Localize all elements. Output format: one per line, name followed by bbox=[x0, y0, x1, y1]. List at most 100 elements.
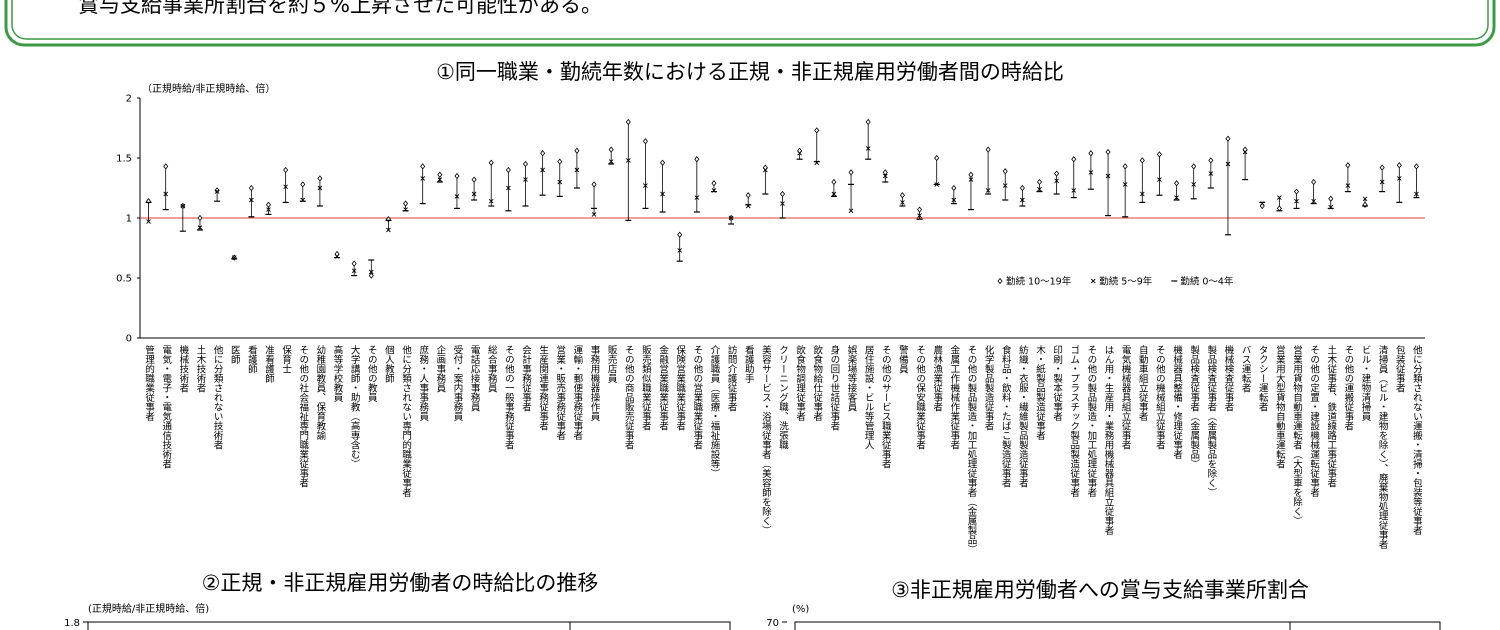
marker-diamond bbox=[1105, 148, 1111, 156]
x-tick-label: その他の社会福祉専門職業従事者 bbox=[297, 345, 309, 488]
x-tick-label: 保険営業職業従事者 bbox=[674, 344, 686, 431]
x-tick-label: はん用・生産用・業務用機械器具組立従事者 bbox=[1103, 345, 1115, 536]
x-tick-label: 美容サービス・浴場従事者（美容師を除く） bbox=[760, 344, 772, 535]
x-tick-label: 農林漁業従事者 bbox=[931, 344, 943, 412]
x-tick-label: その他の運搬従事者 bbox=[1342, 345, 1354, 431]
x-tick-label: 他に分類されない運搬・清掃・包装等従事者 bbox=[1411, 344, 1423, 536]
legend-label: 勤続 5～9年 bbox=[1099, 276, 1153, 288]
marker-diamond bbox=[1071, 156, 1077, 163]
x-tick-label: 企画事務員 bbox=[434, 344, 446, 393]
x-tick-label: 庶務・人事事務員 bbox=[417, 344, 429, 422]
marker-cross bbox=[163, 191, 169, 197]
x-tick-label: 販売店員 bbox=[606, 344, 618, 384]
marker-diamond bbox=[1156, 151, 1162, 158]
marker-cross bbox=[1414, 191, 1419, 197]
x-tick-label: 他に分類されない専門的職業従事者 bbox=[400, 344, 412, 498]
x-tick-label: 食料品・飲料・たばこ製造従事者 bbox=[1000, 344, 1012, 488]
marker-diamond bbox=[454, 172, 460, 180]
marker-diamond bbox=[1345, 162, 1351, 169]
marker-diamond bbox=[745, 192, 751, 199]
marker-cross bbox=[694, 195, 700, 200]
x-tick-label: 大学講師・助教（高専含む） bbox=[349, 344, 361, 468]
marker-diamond bbox=[831, 178, 837, 186]
marker-cross bbox=[266, 207, 271, 212]
marker-diamond bbox=[591, 181, 597, 188]
marker-cross bbox=[574, 167, 580, 173]
marker-diamond bbox=[711, 180, 717, 187]
x-tick-label: その他の商品販売従事者 bbox=[623, 345, 635, 450]
marker-diamond bbox=[505, 166, 511, 174]
x-tick-label: 保育士 bbox=[280, 344, 292, 373]
marker-cross bbox=[763, 167, 768, 173]
marker-cross bbox=[1105, 173, 1111, 179]
marker-diamond bbox=[437, 171, 443, 178]
x-tick-label: 電話応接事務員 bbox=[469, 345, 481, 412]
marker-diamond bbox=[1054, 170, 1060, 177]
x-tick-label: 電気・電子・電気通信技術者 bbox=[160, 345, 172, 469]
marker-cross bbox=[1157, 177, 1162, 182]
x-tick-label: 機械検査従事者 bbox=[1222, 344, 1234, 412]
x-tick-label: 土木技術者 bbox=[194, 344, 206, 393]
banner-inner bbox=[11, 0, 1489, 40]
marker-diamond bbox=[677, 231, 683, 238]
marker-diamond bbox=[403, 200, 409, 207]
marker-diamond bbox=[351, 260, 357, 267]
x-tick-label: 警備員 bbox=[897, 344, 909, 374]
marker-cross bbox=[317, 185, 323, 191]
marker-cross bbox=[1311, 198, 1316, 204]
marker-diamond bbox=[814, 127, 820, 134]
marker-cross bbox=[1242, 149, 1248, 155]
y-tick-label: 1.5 bbox=[116, 154, 132, 165]
marker-cross bbox=[848, 208, 854, 214]
marker-diamond bbox=[540, 150, 546, 157]
marker-cross bbox=[591, 212, 597, 217]
chart-title: ①同一職業・勤続年数における正規・非正規雇用労働者間の時給比 bbox=[436, 60, 1064, 84]
marker-diamond bbox=[471, 176, 477, 183]
marker-diamond bbox=[214, 187, 220, 194]
marker-cross bbox=[1139, 191, 1145, 197]
x-tick-label: 訪問介護従事者 bbox=[726, 344, 738, 412]
marker-cross bbox=[1379, 179, 1385, 185]
x-tick-label: 高等学校教員 bbox=[332, 344, 344, 403]
chart-title: ②正規・非正規雇用労働者の時給比の推移 bbox=[202, 571, 599, 595]
marker-cross bbox=[437, 177, 443, 182]
x-tick-label: 事務用機器操作員 bbox=[589, 344, 601, 422]
marker-diamond bbox=[488, 159, 494, 166]
marker-cross bbox=[351, 268, 357, 274]
x-tick-label: 居住施設・ビル等管理人 bbox=[863, 345, 875, 450]
marker-diamond bbox=[1276, 205, 1282, 212]
x-tick-label: その他の機械組立従事者 bbox=[1154, 345, 1166, 450]
x-tick-label: 生産関連事務従事者 bbox=[537, 344, 549, 431]
x-tick-label: クリーニング職、洗張職 bbox=[777, 345, 789, 450]
marker-diamond bbox=[779, 190, 786, 198]
legend-label: 勤続 10～19年 bbox=[1006, 276, 1072, 288]
marker-cross bbox=[900, 200, 905, 205]
x-tick-label: 製品検査従事者（金属製品） bbox=[1188, 344, 1200, 468]
marker-diamond bbox=[951, 184, 957, 192]
chart-title: ③非正規雇用労働者への賞与支給事業所割合 bbox=[891, 578, 1309, 602]
x-tick-label: 紡織・衣服・繊維製品製造従事者 bbox=[1017, 344, 1029, 488]
x-tick-label: 製品検査従事者（金属製品を除く） bbox=[1205, 344, 1217, 497]
legend-label: 勤続 0～4年 bbox=[1180, 276, 1234, 288]
marker-diamond bbox=[1036, 178, 1043, 186]
x-tick-label: その他の一般事務従事者 bbox=[503, 345, 515, 450]
marker-cross bbox=[917, 213, 922, 218]
marker-cross bbox=[1088, 170, 1094, 175]
marker-diamond bbox=[1088, 150, 1094, 157]
marker-cross bbox=[643, 183, 648, 188]
marker-cross bbox=[677, 248, 683, 253]
marker-diamond bbox=[1293, 188, 1300, 195]
marker-diamond bbox=[797, 147, 803, 154]
marker-cross bbox=[1071, 188, 1077, 193]
x-tick-label: タクシー運転者 bbox=[1257, 345, 1269, 412]
banner-text: 賞与支給事業所割合を約５%上昇させた可能性がある。 bbox=[78, 0, 602, 17]
marker-diamond bbox=[694, 156, 700, 163]
legend-marker bbox=[1090, 278, 1096, 284]
marker-cross bbox=[1277, 195, 1282, 200]
x-tick-label: ゴム・プラスチック製品製造従事者 bbox=[1068, 344, 1080, 498]
marker-diamond bbox=[1174, 180, 1180, 187]
marker-cross bbox=[797, 150, 802, 156]
marker-diamond bbox=[1413, 163, 1419, 170]
marker-cross bbox=[488, 198, 494, 204]
